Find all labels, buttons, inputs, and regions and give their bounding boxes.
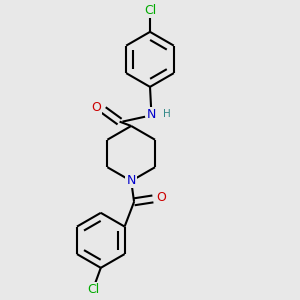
Text: O: O <box>92 101 101 114</box>
Text: N: N <box>147 108 156 121</box>
Text: Cl: Cl <box>144 4 156 17</box>
Text: Cl: Cl <box>87 283 100 296</box>
Text: N: N <box>127 175 136 188</box>
Text: H: H <box>163 110 170 119</box>
Text: O: O <box>156 191 166 204</box>
